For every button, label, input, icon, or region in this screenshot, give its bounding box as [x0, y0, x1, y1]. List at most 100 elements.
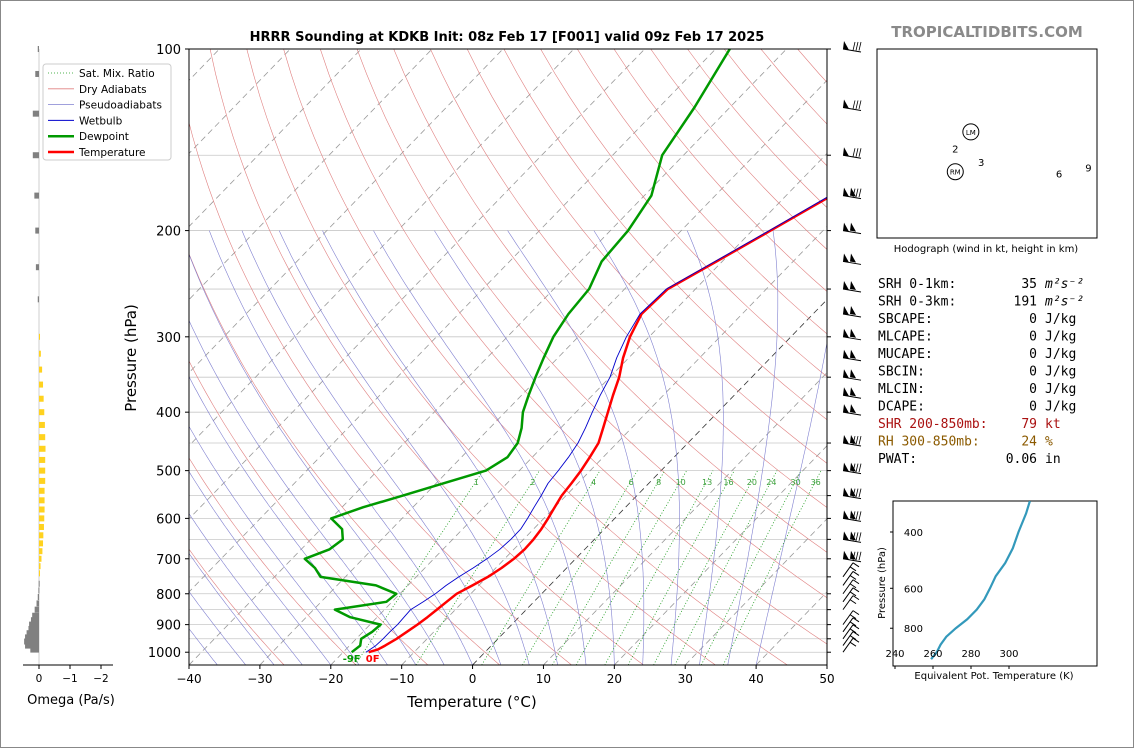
barb-flag — [849, 599, 857, 605]
wind-barb — [842, 187, 862, 200]
moist-adiabat — [434, 230, 615, 665]
theta-e-plot: 240 260 280 300 400 600 800 — [885, 500, 1098, 669]
index-unit: J/kg — [1045, 400, 1076, 415]
barb-feather — [855, 435, 859, 445]
moist-adiabat — [507, 230, 645, 665]
barb-feather — [858, 435, 862, 445]
legend-entry: Sat. Mix. Ratio — [79, 68, 155, 80]
omega-bar — [28, 625, 39, 632]
barb-feather — [852, 511, 856, 520]
barb-pennant — [850, 187, 856, 197]
barb-staff — [842, 538, 862, 543]
hodograph-height-label: 3 — [978, 158, 984, 169]
legend-entry: Pseudoadiabats — [79, 100, 162, 112]
barb-feather — [858, 100, 862, 110]
barb-feather — [852, 532, 856, 541]
barb-pennant — [850, 404, 856, 414]
x-tick-label: −40 — [176, 672, 201, 686]
barb-feather — [858, 148, 862, 157]
dry-adiabat — [209, 49, 644, 665]
barb-staff — [842, 313, 862, 318]
legend: Sat. Mix. Ratio Dry Adiabats Pseudoadiabat… — [42, 63, 172, 161]
omega-bar — [39, 563, 41, 570]
barb-feather — [858, 488, 862, 498]
barb-staff — [842, 260, 862, 265]
x-tick-label: 50 — [819, 672, 834, 686]
wind-barb — [842, 41, 862, 53]
index-value: 0 — [1029, 365, 1037, 380]
mix-ratio-line — [481, 470, 601, 665]
isotherm-line — [189, 49, 291, 155]
barb-staff — [842, 610, 854, 625]
omega-bar — [25, 634, 39, 641]
isotherm-line — [189, 49, 787, 665]
legend-entry: Wetbulb — [79, 115, 123, 127]
hodograph-height-label: 6 — [1056, 169, 1062, 180]
indices-table: SRH 0-1km: 35 m²s⁻² SRH 0-3km: 191 m²s⁻² SBCAP… — [878, 277, 1084, 467]
barb-pennant — [843, 550, 849, 560]
wind-barb — [842, 610, 860, 625]
isotherm-line — [543, 372, 827, 665]
index-unit: J/kg — [1045, 382, 1076, 397]
wind-barb — [842, 487, 862, 500]
barb-pennant — [850, 487, 856, 497]
barb-feather — [855, 551, 859, 561]
wind-barb — [842, 571, 860, 586]
y-tick-label: 700 — [156, 553, 181, 568]
theta-e-frame — [892, 500, 1098, 667]
moist-adiabat — [322, 230, 558, 665]
index-label: DCAPE: — [878, 400, 925, 415]
barb-pennant — [850, 462, 856, 472]
wind-barb — [842, 306, 862, 318]
barb-feather — [852, 41, 856, 51]
barb-staff — [842, 411, 862, 416]
dry-adiabat — [320, 49, 827, 645]
barb-staff — [842, 376, 862, 381]
y-tick-label: 600 — [156, 512, 181, 527]
index-value: 24 — [1021, 435, 1037, 450]
barb-flag — [852, 610, 860, 616]
theta-e-y-tick-label: 600 — [904, 584, 923, 595]
barb-feather — [852, 551, 856, 561]
barb-feather — [858, 188, 862, 198]
surface-temp-label: 0F — [366, 654, 380, 665]
omega-bar — [32, 612, 39, 619]
barb-feather — [855, 148, 859, 157]
omega-bar — [39, 515, 45, 522]
dry-adiabat — [189, 121, 572, 665]
dry-adiabat — [283, 49, 788, 665]
y-tick-label: 300 — [156, 331, 181, 346]
barb-feather — [858, 41, 862, 51]
moist-adiabat — [189, 552, 275, 665]
barb-pennant — [850, 349, 856, 359]
mix-ratio-label: 6 — [629, 478, 634, 487]
isotherm-line — [1, 49, 7, 665]
wind-barb — [842, 562, 860, 578]
y-tick-label: 1000 — [148, 646, 181, 661]
surface-dewpoint-label: -9F — [343, 654, 361, 665]
isotherm-line — [189, 49, 504, 374]
barb-feather — [855, 488, 859, 498]
hodograph-height-label: 9 — [1085, 163, 1091, 174]
omega-bar — [39, 395, 44, 402]
temperature-profile — [368, 196, 827, 654]
omega-bar — [29, 621, 39, 628]
index-value: 191 — [1014, 295, 1037, 310]
barb-pennant — [843, 462, 849, 472]
barb-pennant — [843, 387, 849, 397]
dry-adiabat — [577, 49, 827, 335]
isotherm-line — [189, 49, 716, 593]
moist-adiabat — [189, 425, 360, 665]
y-tick-label: 200 — [156, 225, 181, 240]
hodograph-bg — [877, 49, 1097, 238]
omega-bar — [34, 192, 39, 199]
barb-pennant — [843, 222, 849, 232]
omega-bar — [39, 366, 43, 373]
dry-adiabat — [393, 49, 827, 553]
omega-bar — [37, 594, 39, 601]
barb-feather — [858, 551, 862, 561]
wind-barb — [842, 435, 862, 447]
omega-bar — [39, 409, 45, 416]
wind-barb — [842, 147, 862, 159]
